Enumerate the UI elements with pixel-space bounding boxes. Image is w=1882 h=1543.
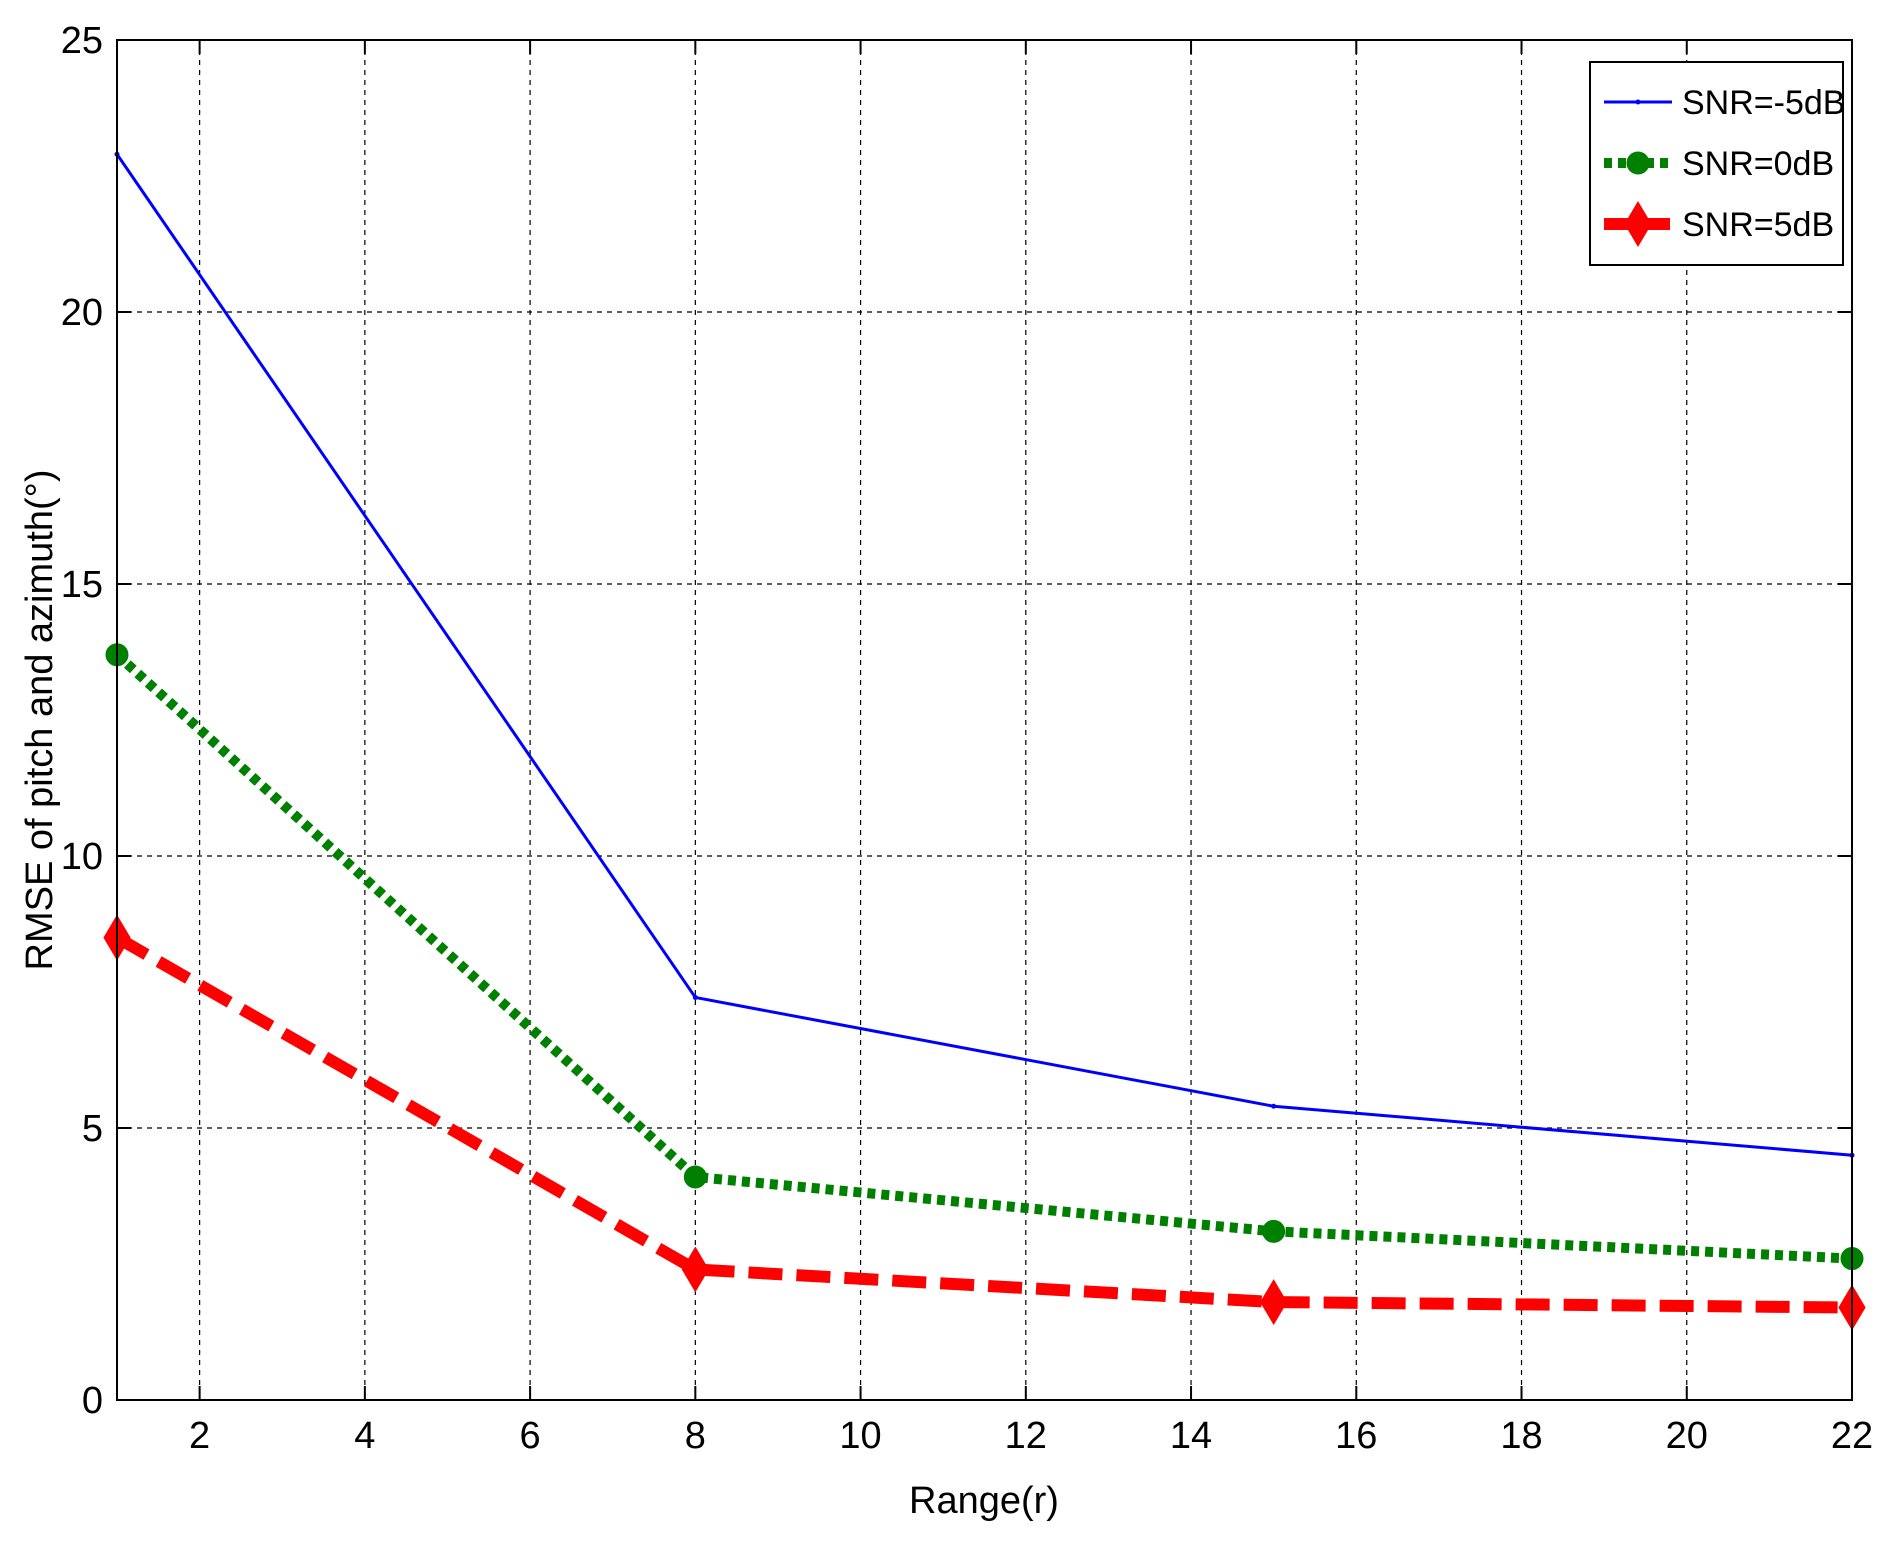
x-tick-label: 22 [1831, 1415, 1873, 1457]
series-line [113, 651, 1853, 1264]
x-tick-label: 10 [839, 1415, 881, 1457]
series-1 [114, 151, 1855, 1158]
plot-frame [116, 39, 1853, 1401]
x-tick-label: 6 [520, 1415, 541, 1457]
x-tick-label: 16 [1335, 1415, 1377, 1457]
x-tick-label: 18 [1500, 1415, 1542, 1457]
x-tick-label: 14 [1170, 1415, 1212, 1457]
y-tick-label: 0 [82, 1380, 103, 1422]
x-axis-label: Range(r) [909, 1480, 1059, 1522]
x-tick-label: 20 [1666, 1415, 1708, 1457]
legend-label: SNR=0dB [1682, 145, 1834, 183]
data-point [681, 1246, 709, 1293]
legend-marker [1626, 151, 1650, 175]
data-point [1260, 1279, 1288, 1326]
y-axis-label: RMSE of pitch and azimuth(°) [19, 470, 61, 971]
data-point [1271, 1103, 1277, 1109]
x-tick-label: 2 [189, 1415, 210, 1457]
data-point [683, 1165, 707, 1189]
legend: SNR=-5dB SNR=0dB SNR=5dB [1589, 61, 1845, 266]
x-tick-label: 8 [685, 1415, 706, 1457]
data-point [1262, 1219, 1286, 1243]
y-tick-label: 20 [61, 292, 103, 334]
legend-marker [1635, 99, 1641, 105]
series-line [115, 153, 1853, 1157]
y-tick-label: 25 [61, 20, 103, 62]
legend-marker [1624, 201, 1652, 247]
x-tick-label: 12 [1005, 1415, 1047, 1457]
y-tick-label: 15 [61, 564, 103, 606]
x-tick-label: 4 [354, 1415, 375, 1457]
ticks: 2 4 6 8 10 12 14 16 18 20 22 0 5 10 15 20 25 [61, 20, 1873, 1457]
legend-label: SNR=5dB [1682, 206, 1834, 244]
data-point [692, 994, 698, 1000]
y-tick-label: 5 [82, 1108, 103, 1150]
y-tick-label: 10 [61, 836, 103, 878]
legend-label: SNR=-5dB [1682, 84, 1845, 122]
plot-area [117, 40, 1852, 1400]
